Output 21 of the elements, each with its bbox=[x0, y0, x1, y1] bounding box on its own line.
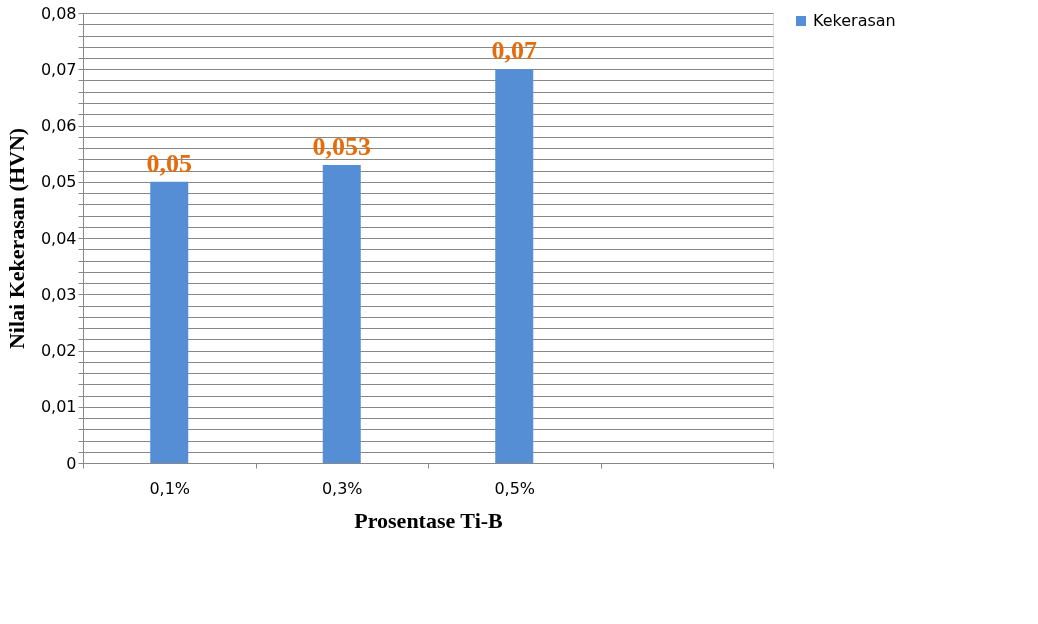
y-axis-title: Nilai Kekerasan (HVN) bbox=[3, 127, 29, 350]
data-label: 0,07 bbox=[491, 36, 537, 66]
data-label: 0,05 bbox=[146, 148, 192, 178]
x-tick-label: 0,3% bbox=[321, 478, 363, 498]
y-tick-label: 0 bbox=[66, 453, 77, 473]
y-tick-label: 0,01 bbox=[40, 397, 77, 417]
legend-label: Kekerasan bbox=[813, 11, 896, 30]
y-tick-label: 0,08 bbox=[40, 3, 77, 23]
x-tick-label: 0,1% bbox=[149, 478, 191, 498]
data-label: 0,053 bbox=[312, 131, 371, 161]
x-axis-title: Prosentase Ti-B bbox=[354, 507, 504, 533]
bar bbox=[322, 164, 361, 463]
y-tick-label: 0,06 bbox=[40, 116, 77, 135]
y-tick-label: 0,03 bbox=[40, 284, 77, 304]
y-tick-label: 0,02 bbox=[40, 341, 77, 360]
x-tick-label: 0,5% bbox=[494, 478, 536, 498]
y-tick-label: 0,07 bbox=[40, 59, 77, 79]
y-tick-label: 0,05 bbox=[40, 172, 77, 192]
bar bbox=[150, 181, 189, 463]
bar bbox=[495, 69, 534, 463]
y-tick-label: 0,04 bbox=[40, 228, 77, 248]
